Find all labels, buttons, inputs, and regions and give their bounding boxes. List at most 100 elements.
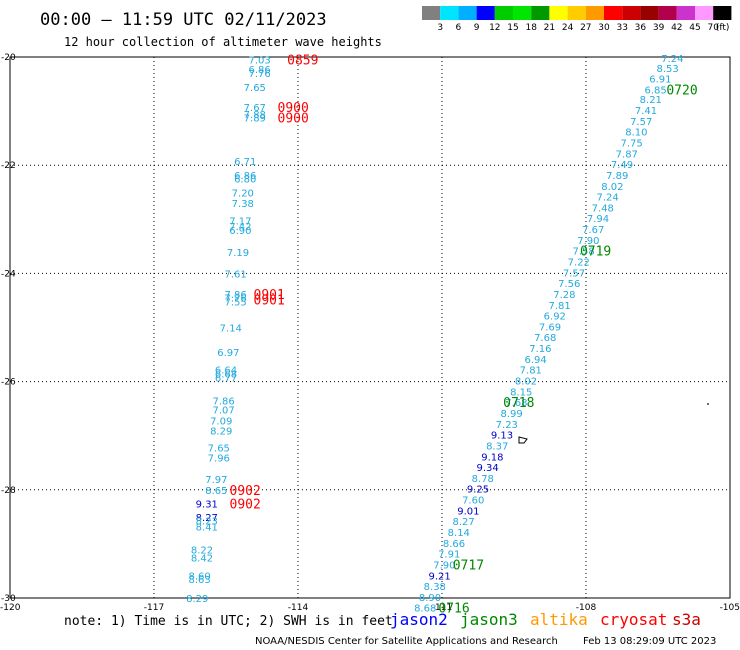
wave-height-label: 6.64 bbox=[215, 366, 237, 377]
legend-item-s3a: s3a bbox=[672, 610, 701, 629]
wave-height-label: 7.57 bbox=[630, 117, 652, 128]
colorbar-label: 9 bbox=[474, 23, 480, 33]
wave-height-label: 7.67 bbox=[244, 103, 266, 114]
wave-height-label: 7.09 bbox=[210, 417, 232, 428]
wave-height-label: 7.68 bbox=[505, 398, 527, 409]
wave-height-label: 6.80 bbox=[234, 175, 256, 186]
wave-height-label: 6.77 bbox=[215, 373, 237, 384]
wave-height-label: 7.56 bbox=[558, 279, 580, 290]
wave-height-label: 8.42 bbox=[191, 553, 213, 564]
wave-height-label: 7.42 bbox=[229, 222, 251, 233]
wave-height-label: 9.18 bbox=[481, 452, 503, 463]
wave-height-label: 7.86 bbox=[224, 290, 246, 301]
colorbar-label: 21 bbox=[544, 23, 555, 33]
colorbar-label: 39 bbox=[653, 23, 665, 33]
wave-height-label: 7.24 bbox=[596, 193, 618, 204]
wave-height-label: 8.66 bbox=[443, 539, 465, 550]
colorbar-label: 42 bbox=[671, 23, 682, 33]
colorbar-unit: (ft) bbox=[716, 23, 730, 33]
colorbar-swatch bbox=[422, 6, 441, 20]
y-tick-label: -30 bbox=[1, 594, 16, 604]
x-tick-label: -108 bbox=[576, 603, 597, 613]
wave-height-label: 8.68 bbox=[414, 604, 436, 615]
pass-time-label: 0718 bbox=[503, 396, 534, 411]
wave-height-label: 7.90 bbox=[577, 236, 599, 247]
wave-height-label: 7.97 bbox=[205, 475, 227, 486]
wave-height-label: 8.15 bbox=[510, 387, 532, 398]
colorbar-swatch bbox=[604, 6, 623, 20]
wave-height-label: 7.17 bbox=[229, 216, 251, 227]
wave-height-label: 7.67 bbox=[582, 225, 604, 236]
wave-height-label: 6.86 bbox=[248, 65, 270, 76]
wave-height-label: 7.58 bbox=[572, 247, 594, 258]
colorbar-swatch bbox=[640, 6, 659, 20]
colorbar-label: 12 bbox=[489, 23, 500, 33]
legend-item-jason2: jason2 bbox=[390, 610, 448, 629]
wave-height-label: 7.16 bbox=[529, 344, 551, 355]
pass-time-label: 0900 bbox=[278, 112, 309, 127]
wave-height-label: 7.24 bbox=[661, 54, 683, 65]
wave-height-label: 8.10 bbox=[625, 128, 647, 139]
wave-height-label: 8.60 bbox=[188, 571, 210, 582]
wave-height-label: 8.90 bbox=[419, 593, 441, 604]
wave-height-label: 8.29 bbox=[186, 594, 208, 605]
colorbar-swatch bbox=[676, 6, 695, 20]
wave-height-label: 6.97 bbox=[217, 348, 239, 359]
colorbar-swatch bbox=[513, 6, 532, 20]
x-tick-label: -105 bbox=[720, 603, 740, 613]
wave-height-label: 8.23 bbox=[196, 517, 218, 528]
colorbar-swatch bbox=[476, 6, 495, 20]
wave-height-label: 6.92 bbox=[544, 312, 566, 323]
island-outline bbox=[518, 403, 709, 444]
wave-height-label: 7.19 bbox=[227, 248, 249, 259]
wave-height-label: 7.22 bbox=[568, 257, 590, 268]
colorbar-swatch bbox=[440, 6, 459, 20]
x-tick-label: -120 bbox=[0, 603, 21, 613]
colorbar-swatch bbox=[658, 6, 677, 20]
plot-area: -120 -117 -114 -111 -108 -105 -20 -22 -24 -26 -28 -… bbox=[0, 53, 740, 617]
colorbar-label: 15 bbox=[507, 23, 518, 33]
legend-item-altika: altika bbox=[530, 610, 588, 629]
wave-height-label: 9.31 bbox=[196, 499, 218, 510]
wave-height-label: 6.86 bbox=[234, 171, 256, 182]
wave-height-label: 8.14 bbox=[448, 528, 470, 539]
x-tick-label: -117 bbox=[144, 603, 164, 613]
wave-height-label: 6.94 bbox=[524, 355, 546, 366]
wave-height-label: 7.89 bbox=[606, 171, 628, 182]
y-tick-label: -22 bbox=[1, 161, 16, 171]
wave-height-label: 7.55 bbox=[224, 298, 246, 309]
wave-height-label: 7.60 bbox=[462, 496, 484, 507]
wave-height-label: 7.48 bbox=[592, 203, 614, 214]
y-tick-label: -24 bbox=[1, 269, 16, 279]
colorbar-label: 45 bbox=[689, 23, 700, 33]
colorbar-swatch bbox=[567, 6, 586, 20]
wave-height-label: 6.91 bbox=[649, 75, 671, 86]
wave-height-label: 7.65 bbox=[244, 83, 266, 94]
wave-height-label: 7.65 bbox=[208, 444, 230, 455]
wave-height-label: 8.99 bbox=[500, 409, 522, 420]
wave-height-label: 7.81 bbox=[520, 366, 542, 377]
wave-height-label: 8.02 bbox=[601, 182, 623, 193]
wave-height-label: 6.71 bbox=[234, 157, 256, 168]
y-tick-label: -20 bbox=[1, 53, 16, 63]
data-marks: 7.036.867.767.657.677.887.896.716.866.80… bbox=[186, 54, 683, 615]
pass-time-label: 0717 bbox=[453, 558, 484, 573]
wave-height-label: 8.38 bbox=[424, 582, 446, 593]
colorbar-swatch bbox=[585, 6, 604, 20]
colorbar-legend: 3 6 9 12 15 18 21 24 27 30 33 36 39 42 45 70(ft) bbox=[422, 6, 732, 33]
wave-height-label: 7.23 bbox=[496, 420, 518, 431]
y-tick-label: -26 bbox=[1, 378, 16, 388]
generated-timestamp: Feb 13 08:29:09 UTC 2023 bbox=[583, 636, 716, 647]
colorbar-label: 33 bbox=[616, 23, 627, 33]
wave-height-label: 7.69 bbox=[539, 322, 561, 333]
pass-time-label: 0902 bbox=[230, 497, 261, 512]
wave-height-label: 7.07 bbox=[212, 406, 234, 417]
colorbar-label: 18 bbox=[525, 23, 537, 33]
wave-height-label: 8.02 bbox=[515, 377, 537, 388]
wave-height-label: 9.21 bbox=[428, 571, 450, 582]
colorbar-label: 70 bbox=[707, 23, 719, 33]
wave-height-label: 7.76 bbox=[224, 294, 246, 305]
wave-height-label: 8.29 bbox=[210, 426, 232, 437]
